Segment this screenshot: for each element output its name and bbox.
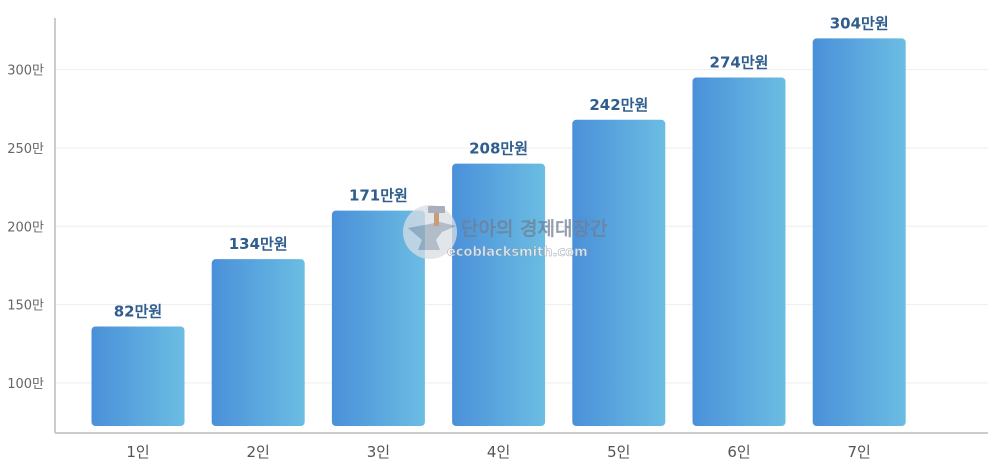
x-tick-label: 7인 <box>848 443 871 461</box>
y-tick-label: 300만 <box>7 64 44 79</box>
bar <box>572 119 666 426</box>
data-label: 208만원 <box>469 140 528 158</box>
x-tick-label: 2인 <box>247 443 270 461</box>
data-labels: 82만원 134만원 171만원 208만원 242만원 274만원 304만원 <box>114 14 889 320</box>
data-label: 274만원 <box>710 54 769 72</box>
x-tick-label: 4인 <box>487 443 510 461</box>
bar <box>692 77 786 427</box>
watermark-title: 단아의 경제대장간 <box>461 218 608 240</box>
bar <box>452 163 546 426</box>
y-tick-label: 250만 <box>7 142 44 157</box>
bar <box>211 259 305 426</box>
data-label: 304만원 <box>830 14 889 32</box>
x-tick-label: 3인 <box>367 443 390 461</box>
x-axis-labels: 1인 2인 3인 4인 5인 6인 7인 <box>126 443 871 461</box>
x-tick-label: 1인 <box>126 443 149 461</box>
watermark: 단아의 경제대장간 ecoblacksmith.com <box>403 205 608 260</box>
y-tick-label: 150만 <box>7 299 44 314</box>
data-label: 171만원 <box>349 187 408 205</box>
x-tick-label: 6인 <box>727 443 750 461</box>
data-label: 134만원 <box>229 235 288 253</box>
data-label: 82만원 <box>114 303 162 321</box>
y-axis-ticks: 100만 150만 200만 250만 300만 <box>7 64 44 392</box>
bar <box>91 326 185 426</box>
data-label: 242만원 <box>589 96 648 114</box>
bar <box>331 210 425 426</box>
y-tick-label: 200만 <box>7 220 44 235</box>
bars <box>91 38 906 427</box>
anvil-icon <box>403 205 457 259</box>
bar <box>812 38 906 426</box>
x-tick-label: 5인 <box>607 443 630 461</box>
watermark-url: ecoblacksmith.com <box>447 245 588 260</box>
y-tick-label: 100만 <box>7 377 44 392</box>
